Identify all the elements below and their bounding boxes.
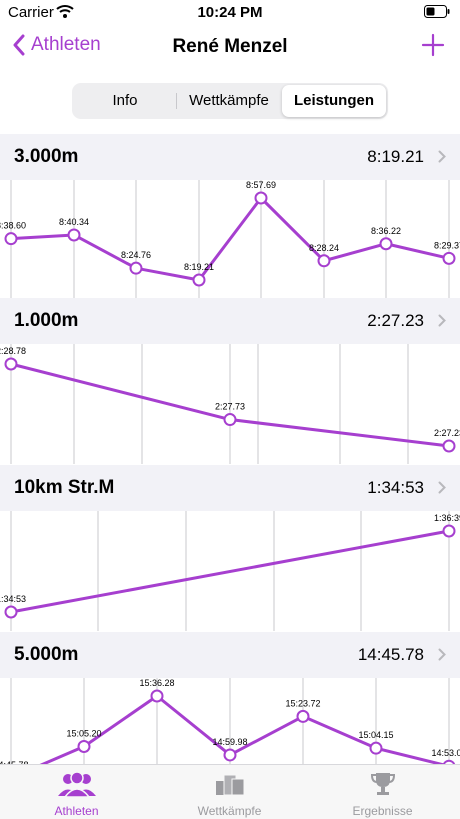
data-label: 8:19.21: [184, 262, 214, 272]
data-label: 8:57.69: [246, 180, 276, 190]
plus-icon: [421, 33, 445, 57]
section-best-value: 1:34:53: [367, 478, 424, 497]
back-button-label: Athleten: [31, 34, 101, 55]
contests-icon: [215, 774, 244, 796]
section-title: 3.000m: [14, 146, 79, 167]
navigation-bar: Athleten René Menzel: [0, 26, 460, 70]
tab-label: Wettkämpfe: [197, 804, 262, 818]
data-label: 2:27.23: [434, 428, 460, 438]
tab-wettkaempfe[interactable]: Wettkämpfe: [153, 771, 306, 818]
segmented-control: Info Wettkämpfe Leistungen: [72, 83, 388, 119]
trophy-icon: [370, 773, 395, 795]
carrier-label: Carrier: [8, 4, 54, 21]
data-label: 15:36.28: [139, 678, 174, 688]
data-label: 15:04.15: [358, 730, 393, 740]
data-point: [223, 413, 237, 427]
battery-icon: [424, 5, 450, 23]
chevron-right-icon: [438, 314, 446, 332]
status-time: 10:24 PM: [197, 4, 263, 21]
chevron-left-icon: [13, 34, 25, 56]
section-header-10km[interactable]: 10km Str.M 1:34:53: [0, 465, 460, 511]
data-point: [317, 254, 331, 268]
page-title: René Menzel: [172, 36, 288, 57]
data-point: [192, 273, 206, 287]
segment-wettkaempfe[interactable]: Wettkämpfe: [189, 92, 269, 109]
chart-1000m: 2:28.78 2:27.73 2:27.23: [0, 344, 460, 464]
data-point: [442, 251, 456, 265]
data-label: 1:34:53: [0, 594, 26, 604]
data-point: [254, 191, 268, 205]
data-label: 2:28.78: [0, 346, 26, 356]
series-line: [10, 529, 450, 614]
data-label: 1:36:39: [434, 513, 460, 523]
data-point: [296, 709, 310, 723]
section-best-value: 14:45.78: [357, 645, 424, 664]
chart-3000m: 8:38.60 8:40.34 8:24.76 8:19.21 8:57.69 8:28.…: [0, 180, 460, 298]
tab-bar: Athleten Wettkämpfe Ergebnisse: [0, 764, 460, 819]
data-point: [442, 759, 456, 764]
data-point: [67, 228, 81, 242]
section-header-5000m[interactable]: 5.000m 14:45.78: [0, 632, 460, 678]
chevron-right-icon: [438, 648, 446, 666]
data-point: [150, 689, 164, 703]
wifi-icon: [56, 4, 74, 23]
segment-info[interactable]: Info: [112, 92, 138, 109]
segment-divider: [176, 93, 177, 109]
chart-5000m: 14:45.78 15:05.20 15:36.28 14:59.98 15:23.72…: [0, 678, 460, 764]
data-point: [369, 741, 383, 755]
data-point: [4, 605, 18, 619]
chevron-right-icon: [438, 481, 446, 499]
tab-athleten[interactable]: Athleten: [0, 771, 153, 818]
tab-label: Ergebnisse: [352, 804, 413, 818]
data-label: 14:45.78: [0, 760, 29, 764]
data-point: [129, 261, 143, 275]
data-label: 8:40.34: [59, 217, 89, 227]
tab-ergebnisse[interactable]: Ergebnisse: [306, 771, 459, 818]
data-label: 8:36.22: [371, 226, 401, 236]
section-title: 1.000m: [14, 310, 79, 331]
chevron-right-icon: [438, 150, 446, 168]
data-label: 14:53.04: [431, 748, 460, 758]
series-line: [10, 196, 450, 282]
section-title: 10km Str.M: [14, 477, 115, 498]
section-title: 5.000m: [14, 644, 79, 665]
add-button[interactable]: [420, 32, 446, 63]
data-point: [442, 524, 456, 538]
data-point: [379, 237, 393, 251]
section-header-1000m[interactable]: 1.000m 2:27.23: [0, 298, 460, 344]
back-button[interactable]: Athleten: [12, 34, 101, 56]
data-label: 8:24.76: [121, 250, 151, 260]
data-label: 14:59.98: [212, 737, 247, 747]
section-best-value: 2:27.23: [367, 311, 424, 330]
segment-leistungen[interactable]: Leistungen: [282, 85, 386, 117]
data-label: 15:05.20: [66, 728, 101, 738]
data-label: 8:28.24: [309, 243, 339, 253]
section-best-value: 8:19.21: [367, 147, 424, 166]
chart-10km: 1:34:53 1:36:39: [0, 511, 460, 631]
data-point: [223, 748, 237, 762]
data-label: 8:38.60: [0, 221, 26, 231]
data-point: [4, 232, 18, 246]
data-label: 2:27.73: [215, 402, 245, 412]
section-header-3000m[interactable]: 3.000m 8:19.21: [0, 134, 460, 180]
data-point: [442, 439, 456, 453]
people-icon: [57, 771, 96, 798]
data-point: [4, 357, 18, 371]
tab-label: Athleten: [54, 804, 99, 818]
data-point: [77, 739, 91, 753]
data-label: 15:23.72: [285, 698, 320, 708]
status-bar: Carrier 10:24 PM: [0, 0, 460, 26]
data-label: 8:29.37: [434, 240, 460, 250]
